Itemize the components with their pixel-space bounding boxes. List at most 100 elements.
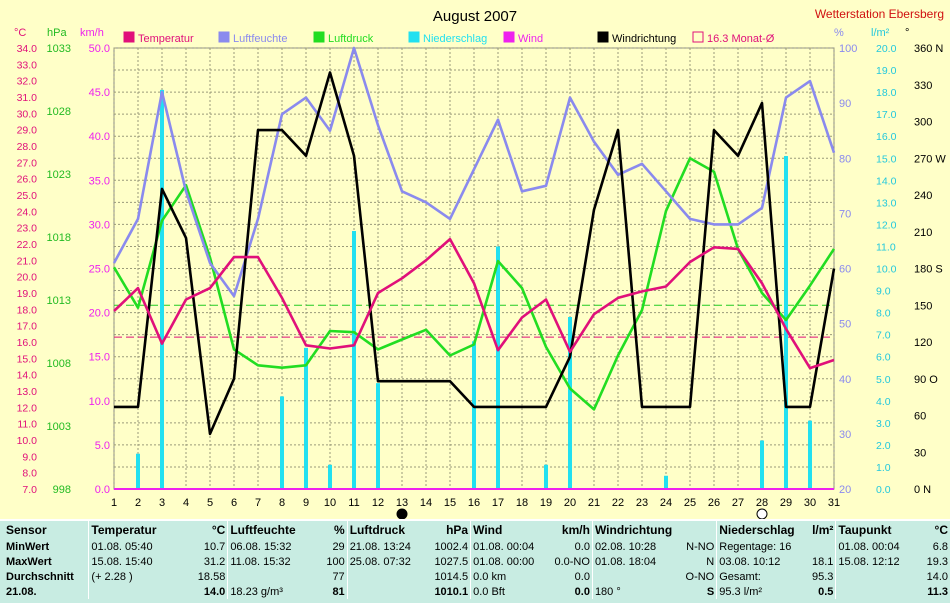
axis-tick-label: 1008 <box>47 358 71 370</box>
stats-cell-value: 14.0 <box>203 585 226 598</box>
full-moon-icon <box>756 508 768 519</box>
station-name: Wetterstation Ebersberg <box>815 7 944 21</box>
axis-day-label: 28 <box>756 497 768 509</box>
axis-day-label: 13 <box>396 497 408 509</box>
unit-kmh: km/h <box>80 27 104 39</box>
axis-tick-label: 26.0 <box>17 174 38 186</box>
stats-row-label: Durchschnitt <box>6 570 74 583</box>
axis-tick-label: 50.0 <box>89 43 110 55</box>
weather-chart: August 2007 Wetterstation Ebersberg °C h… <box>14 7 947 519</box>
stats-cell-info: 0.0 Bft <box>470 584 553 599</box>
stats-cell-info: 15.08. 15:40 <box>88 554 196 569</box>
axis-tick-label: 4.0 <box>876 396 891 408</box>
precipitation-bar <box>376 383 380 489</box>
legend-label: Windrichtung <box>612 33 676 45</box>
axis-tick-label: 40.0 <box>89 131 110 143</box>
legend-label: Niederschlag <box>423 33 487 45</box>
axis-tick-label: 0 N <box>914 484 931 496</box>
stats-cell-value: 6.8 <box>932 540 948 553</box>
stats-cell-info: Regentage: 16 <box>716 539 804 554</box>
unit-hpa: hPa <box>47 27 67 39</box>
unit-celsius: °C <box>14 27 26 39</box>
axis-tick-label: 8.0 <box>876 308 891 320</box>
axis-tick-label: 120 <box>914 337 932 349</box>
axis-day-label: 30 <box>804 497 816 509</box>
axis-tick-label: 33.0 <box>17 59 38 71</box>
axis-tick-label: 13.0 <box>876 197 897 209</box>
axis-day-label: 8 <box>279 497 285 509</box>
stats-group-name: Taupunkt <box>835 521 918 539</box>
axis-tick-label: 10.0 <box>89 396 110 408</box>
precipitation-bar <box>784 156 788 490</box>
axis-day-label: 23 <box>636 497 648 509</box>
stats-cell-value: 77 <box>332 570 345 583</box>
axis-tick-label: 10.0 <box>876 264 897 276</box>
statistics-panel: Sensor Temperatur °C Luftfeuchte% Luftdruck h… <box>0 519 950 603</box>
axis-tick-label: 1.0 <box>876 462 891 474</box>
axis-day-label: 24 <box>660 497 672 509</box>
axis-tick-label: 30.0 <box>89 219 110 231</box>
legend-label: Luftdruck <box>328 33 374 45</box>
axis-tick-label: 30 <box>914 447 926 459</box>
axis-tick-label: 19.0 <box>17 288 38 300</box>
axis-tick-label: 31.0 <box>17 92 38 104</box>
axis-tick-label: 1003 <box>47 421 71 433</box>
series-line-temperatur <box>113 237 835 370</box>
stats-cell-value: 18.58 <box>197 570 226 583</box>
axis-tick-label: 210 <box>914 227 932 239</box>
axis-day-label: 11 <box>348 497 359 509</box>
axis-day-label: 3 <box>159 497 165 509</box>
axis-day-label: 29 <box>780 497 792 509</box>
axis-tick-label: 60 <box>839 264 851 276</box>
stats-cell-value <box>803 539 836 554</box>
axis-tick-label: 90 O <box>914 374 938 386</box>
legend-swatch <box>123 31 135 43</box>
stats-cell-value: 0.0-NO <box>554 555 590 568</box>
stats-row-label: Sensor <box>6 523 47 537</box>
stats-cell-value: 0.0 <box>574 585 590 598</box>
axis-day-label: 15 <box>444 497 456 509</box>
axis-tick-label: 6.0 <box>876 352 891 364</box>
axis-tick-label: 150 <box>914 300 932 312</box>
axis-tick-label: 30 <box>839 429 851 441</box>
precipitation-bar <box>304 347 308 489</box>
axis-tick-label: 998 <box>53 484 71 496</box>
stats-row-label: MaxWert <box>6 555 52 568</box>
axis-tick-label: 15.0 <box>89 352 110 364</box>
axis-day-label: 14 <box>420 497 432 509</box>
stats-cell-info: 0.0 km <box>470 569 553 584</box>
precipitation-bar <box>760 440 764 489</box>
stats-cell-info: 11.08. 15:32 <box>227 554 322 569</box>
stats-group-name: Windrichtung <box>591 521 680 539</box>
axis-day-label: 9 <box>303 497 309 509</box>
stats-cell-value: 29 <box>332 540 345 553</box>
legend-swatch <box>692 31 704 43</box>
stats-cell-value: 95.3 <box>812 570 834 583</box>
axis-tick-label: 9.0 <box>876 286 891 298</box>
stats-group-unit: km/h <box>561 523 590 537</box>
axis-tick-label: 14.0 <box>876 175 897 187</box>
axis-tick-label: 1028 <box>47 106 71 118</box>
legend-label: Wind <box>518 33 543 45</box>
stats-group-unit: °C <box>211 523 226 537</box>
axis-tick-label: 28.0 <box>17 141 38 153</box>
axis-tick-label: 60 <box>914 411 926 423</box>
axis-tick-label: 17.0 <box>876 109 897 121</box>
stats-cell-info: 01.08. 05:40 <box>88 539 196 554</box>
stats-cell-value: O-NO <box>685 570 715 583</box>
stats-row: MaxWert 15.08. 15:40 31.2 11.08. 15:32 100 25… <box>0 554 950 569</box>
stats-cell-info <box>835 569 918 584</box>
stats-cell-value: 10.7 <box>203 540 226 553</box>
axis-tick-label: 34.0 <box>17 43 38 55</box>
stats-cell-value: 81 <box>332 585 345 598</box>
legend-swatch <box>218 31 230 43</box>
stats-cell-info <box>591 569 680 584</box>
stats-group-unit: °C <box>934 523 948 537</box>
legend-swatch <box>313 31 325 43</box>
axis-tick-label: 18.0 <box>17 304 38 316</box>
legend-swatch <box>408 31 420 43</box>
axis-day-label: 12 <box>372 497 384 509</box>
axis-tick-label: 330 <box>914 80 932 92</box>
axis-tick-label: 23.0 <box>17 223 38 235</box>
stats-group-name: Temperatur <box>88 521 196 539</box>
